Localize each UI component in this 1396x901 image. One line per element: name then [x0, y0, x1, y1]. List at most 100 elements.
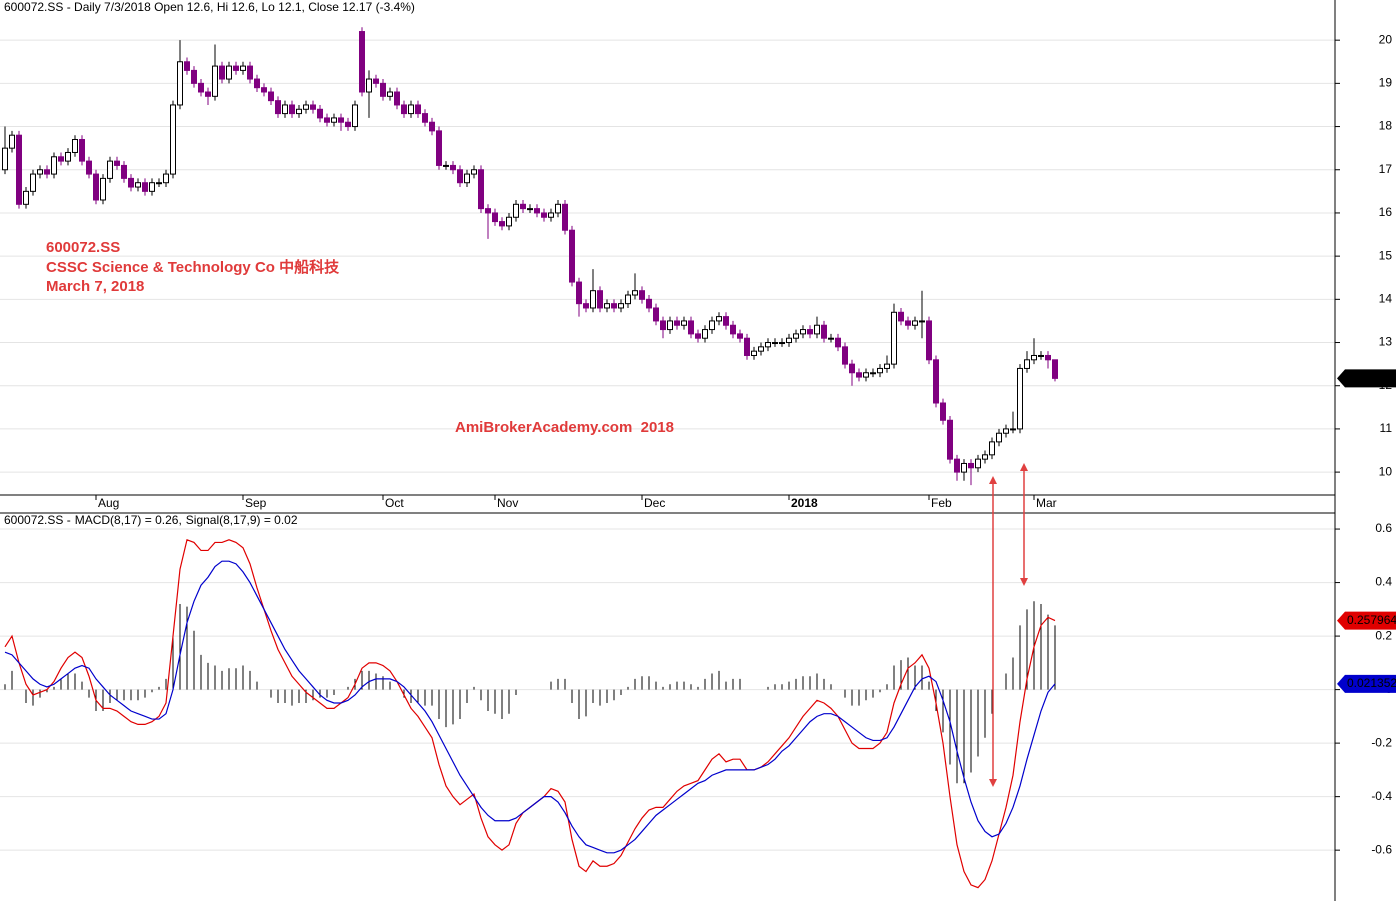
candle-body	[226, 65, 232, 80]
candle-body	[583, 303, 589, 309]
y-tick-label: 0.2	[1375, 628, 1392, 642]
y-tick-label: -0.6	[1371, 842, 1392, 856]
candle-body	[317, 108, 323, 119]
candle-body	[114, 160, 120, 166]
candle-body	[352, 104, 358, 128]
candle-body	[912, 320, 918, 326]
candle-body	[1045, 354, 1051, 361]
candle-body	[191, 69, 197, 84]
candle-body	[625, 294, 631, 305]
candle-body	[611, 303, 617, 309]
candle-body	[975, 458, 981, 469]
candle-body	[79, 139, 85, 162]
candle-body	[450, 164, 456, 171]
candle-body	[338, 117, 344, 123]
candle-body	[723, 316, 729, 326]
candle-body	[667, 320, 673, 331]
candle-body	[51, 156, 57, 175]
x-tick-label: Feb	[931, 496, 952, 510]
price-tag-label: 0.257964	[1347, 613, 1396, 627]
price-tag-label: 12.17	[1347, 371, 1377, 385]
candle-body	[156, 182, 162, 185]
candle-body	[765, 342, 771, 348]
candle-body	[919, 320, 925, 323]
candle-body	[128, 177, 134, 188]
candle-body	[996, 432, 1002, 443]
candle-body	[16, 134, 22, 205]
candle-body	[296, 108, 302, 115]
panel-title: 600072.SS -	[4, 513, 71, 527]
candle-body	[100, 177, 106, 201]
candle-body	[751, 350, 757, 356]
candle-body	[261, 87, 267, 93]
candle-body	[758, 346, 764, 352]
candle-body	[107, 160, 113, 179]
candle-body	[548, 212, 554, 218]
candle-body	[632, 290, 638, 296]
series-line	[4, 560, 1056, 854]
candle-body	[198, 82, 204, 93]
candle-body	[121, 164, 127, 179]
candle-body	[72, 139, 78, 153]
candle-body	[744, 337, 750, 356]
candle-body	[674, 320, 680, 326]
candle-body	[1038, 354, 1044, 357]
candle-body	[44, 169, 50, 175]
candle-body	[653, 307, 659, 322]
annotation: March 7, 2018	[46, 278, 144, 295]
candle-body	[23, 190, 29, 205]
candle-body	[520, 203, 526, 210]
candle-body	[205, 91, 211, 97]
x-tick-label: Mar	[1036, 496, 1057, 510]
candle-body	[569, 229, 575, 283]
candle-body	[310, 104, 316, 110]
candle-body	[926, 320, 932, 361]
candle-body	[380, 82, 386, 97]
price-tag	[1337, 674, 1396, 693]
candle-body	[387, 91, 393, 97]
y-tick-label: 18	[1379, 119, 1393, 133]
candle-body	[212, 65, 218, 97]
candle-body	[730, 324, 736, 335]
candle-body	[688, 320, 694, 335]
candle-body	[793, 333, 799, 339]
candle-body	[184, 61, 190, 71]
candle-body	[86, 160, 92, 175]
candle-body	[170, 104, 176, 175]
chart-title: 600072.SS - Daily 7/3/2018 Open 12.6, Hi…	[4, 0, 415, 14]
candle-body	[506, 216, 512, 227]
candle-body	[142, 182, 148, 192]
x-tick-label: Nov	[497, 496, 518, 510]
candle-body	[478, 169, 484, 210]
candle-body	[58, 156, 64, 162]
candle-body	[177, 61, 183, 106]
candle-body	[359, 31, 365, 93]
y-tick-label: 19	[1379, 76, 1393, 90]
candle-body	[968, 462, 974, 469]
labels: 1011121314151617181920AugSepOctNovDec201…	[4, 32, 1396, 856]
candle-body	[954, 458, 960, 473]
candle-body	[282, 104, 288, 115]
candle-body	[1031, 354, 1037, 361]
candle-body	[415, 104, 421, 115]
y-tick-label: 13	[1379, 335, 1393, 349]
y-tick-label: 17	[1379, 162, 1393, 176]
candle-body	[1003, 428, 1009, 434]
candle-body	[527, 208, 533, 211]
candle-body	[1010, 428, 1016, 431]
candle-body	[373, 78, 379, 84]
candle-body	[2, 147, 8, 171]
candle-body	[65, 151, 71, 162]
candle-body	[863, 372, 869, 378]
candle-body	[933, 359, 939, 404]
candle-body	[93, 173, 99, 201]
candle-body	[366, 78, 372, 93]
candle-body	[513, 203, 519, 218]
candle-body	[499, 221, 505, 227]
candle-body	[681, 320, 687, 326]
candle-body	[961, 462, 967, 473]
candle-body	[870, 372, 876, 375]
legend-entry: MACD(8,17) = 0.26	[75, 513, 179, 527]
candle-body	[660, 320, 666, 331]
candle-body	[905, 320, 911, 326]
